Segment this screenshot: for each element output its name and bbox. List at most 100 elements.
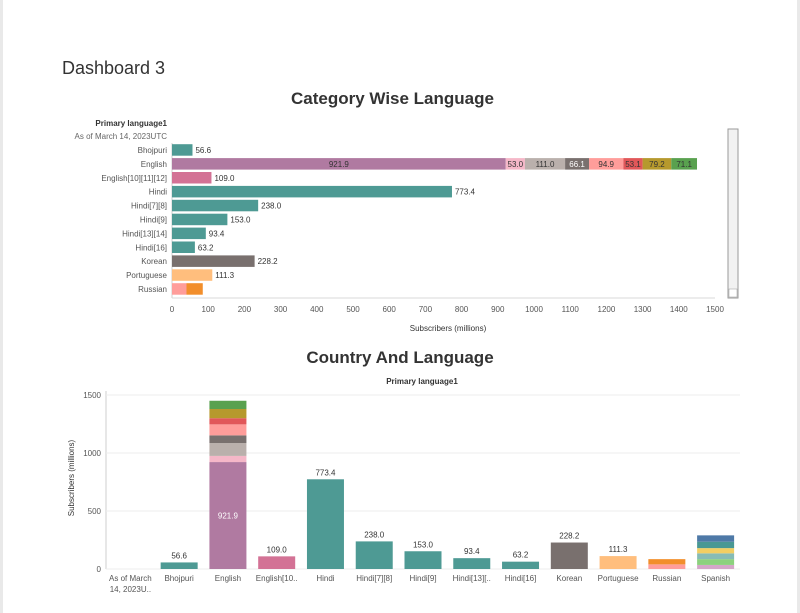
chart2-bar-segment[interactable]: [697, 559, 735, 565]
chart1-category-label: Hindi[7][8]: [131, 202, 167, 211]
chart1-bar-segment[interactable]: [623, 158, 643, 170]
chart2-bar-segment[interactable]: [697, 553, 735, 560]
chart2-data-label: 111.3: [609, 545, 628, 554]
chart2-bar-segment[interactable]: [209, 424, 247, 436]
chart1-data-label: 111.0: [536, 160, 555, 169]
chart2-category-label: Hindi[9]: [409, 574, 436, 583]
chart1-x-tick-label: 0: [170, 305, 175, 314]
chart1-bar-segment[interactable]: [565, 158, 590, 170]
chart1-row-header: Primary language1: [95, 119, 167, 128]
chart1-data-label: 53.1: [625, 160, 641, 169]
chart2-category-label: English: [215, 574, 241, 583]
chart1-row-subheader: As of March 14, 2023UTC: [75, 132, 168, 141]
chart2-bar-segment[interactable]: [697, 535, 735, 542]
chart2-y-tick-label: 500: [88, 507, 102, 516]
chart2-data-label: 63.2: [513, 551, 529, 560]
chart2-data-label: 93.4: [464, 547, 480, 556]
chart1-category-label: Bhojpuri: [138, 146, 168, 155]
chart1-data-label: 63.2: [198, 243, 214, 252]
chart2-bar-segment[interactable]: [502, 561, 540, 569]
chart2-bar-segment[interactable]: [209, 409, 247, 419]
chart2-bar-segment[interactable]: [453, 558, 491, 569]
chart1-data-label: 56.6: [195, 146, 211, 155]
chart1-data-label: 53.0: [508, 160, 524, 169]
chart1-bar-segment[interactable]: [505, 158, 525, 170]
chart2-title: Country And Language: [306, 348, 494, 367]
chart1-bar-segment[interactable]: [524, 158, 566, 170]
chart2-bar-segment[interactable]: [209, 455, 247, 463]
chart1-bar-segment[interactable]: [642, 158, 672, 170]
chart2-bar-segment[interactable]: [306, 479, 344, 569]
chart1-category-label: Hindi[13][14]: [122, 229, 167, 238]
chart2-bar-segment[interactable]: [209, 443, 247, 456]
chart1-data-label: 66.1: [569, 160, 585, 169]
chart2-data-label: 56.6: [171, 551, 187, 560]
chart1-x-tick-label: 1000: [525, 305, 543, 314]
chart2-category-label: Portuguese: [598, 574, 639, 583]
chart1-category-label: Russian: [138, 285, 167, 294]
chart1-x-tick-label: 1400: [670, 305, 688, 314]
chart1-bar-segment[interactable]: [671, 158, 698, 170]
chart2-category-label: English[10..: [256, 574, 298, 583]
chart1-data-label: 228.2: [258, 257, 279, 266]
chart2-bar-segment[interactable]: [648, 559, 686, 565]
chart1-data-label: 238.0: [261, 202, 282, 211]
chart1-x-tick-label: 400: [310, 305, 324, 314]
chart2-category-label: Bhojpuri: [164, 574, 194, 583]
chart1-bar-segment[interactable]: [172, 199, 259, 212]
chart1-x-tick-label: 900: [491, 305, 505, 314]
chart2-bar-segment[interactable]: [404, 551, 442, 569]
chart1-x-tick-label: 1300: [634, 305, 652, 314]
chart2-bar-segment[interactable]: [599, 556, 637, 569]
chart2-bar-segment[interactable]: [697, 541, 735, 549]
chart1-data-label: 111.3: [215, 271, 234, 280]
chart1-bar-segment[interactable]: [172, 269, 213, 281]
chart2-category-label: Spanish: [701, 574, 730, 583]
chart1-category-label: English: [141, 160, 167, 169]
chart1-bar-segment[interactable]: [172, 255, 255, 267]
chart1-data-label: 153.0: [230, 215, 251, 224]
chart2-bar-segment[interactable]: [209, 435, 247, 444]
chart1-x-tick-label: 1100: [562, 305, 580, 314]
chart1-data-label: 773.4: [455, 188, 476, 197]
chart2-data-label: 921.9: [218, 512, 239, 521]
chart2-top-label: Primary language1: [386, 377, 458, 386]
chart1-bar-segment[interactable]: [172, 172, 212, 184]
chart1-data-label: 93.4: [209, 229, 225, 238]
chart2-bar-segment[interactable]: [258, 556, 296, 569]
chart1-bar-segment[interactable]: [186, 283, 203, 295]
chart1-data-label: 94.9: [598, 160, 614, 169]
chart2-bar-segment[interactable]: [209, 400, 247, 410]
chart2-bar-segment[interactable]: [355, 541, 393, 569]
chart2-bar-segment[interactable]: [209, 462, 247, 569]
chart1-bar-segment[interactable]: [589, 158, 624, 170]
chart2-category-label: Hindi: [316, 574, 334, 583]
chart1-category-label: Hindi[9]: [140, 215, 167, 224]
chart1-x-tick-label: 1500: [706, 305, 724, 314]
chart1-category-label: Hindi[16]: [135, 243, 167, 252]
chart1-bar-segment[interactable]: [172, 185, 452, 198]
chart1-bar-segment[interactable]: [172, 283, 187, 295]
chart2-category-label: Hindi[7][8]: [356, 574, 392, 583]
chart1-bar-segment[interactable]: [172, 158, 506, 170]
chart2-bar-segment[interactable]: [209, 418, 247, 425]
chart2-data-label: 238.0: [364, 530, 385, 539]
chart1-bar-segment[interactable]: [172, 241, 195, 254]
chart2-y-tick-label: 1500: [83, 391, 101, 400]
chart1-x-tick-label: 100: [202, 305, 216, 314]
chart2-bar-segment[interactable]: [697, 564, 735, 569]
chart1-bar-segment[interactable]: [172, 213, 228, 226]
chart2-bar-segment[interactable]: [697, 548, 735, 554]
chart1-x-tick-label: 1200: [598, 305, 616, 314]
chart1-bar-segment[interactable]: [172, 227, 206, 240]
chart1-scrollbar-thumb[interactable]: [728, 288, 738, 298]
chart2-data-label: 228.2: [559, 532, 580, 541]
chart2-bar-segment[interactable]: [550, 542, 588, 569]
chart2-bar-segment[interactable]: [160, 562, 198, 569]
chart2-y-tick-label: 0: [97, 565, 102, 574]
chart1-bar-segment[interactable]: [172, 144, 193, 156]
chart1-scrollbar[interactable]: [727, 128, 739, 299]
chart2-bar-segment[interactable]: [648, 564, 686, 569]
chart1-x-tick-label: 800: [455, 305, 469, 314]
